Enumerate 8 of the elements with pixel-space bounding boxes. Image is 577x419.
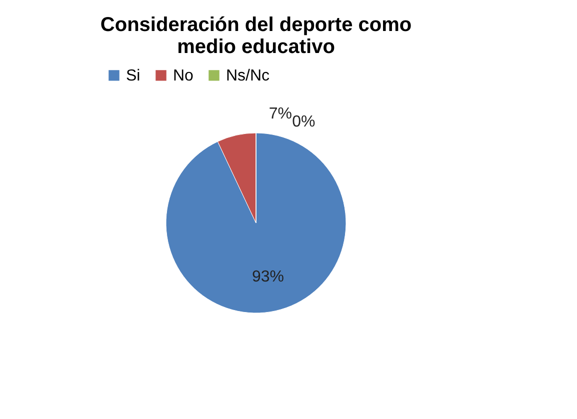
- legend-label: Ns/Nc: [226, 67, 270, 84]
- data-label: 7%: [268, 106, 292, 123]
- legend-label: No: [173, 67, 194, 84]
- data-label: 93%: [252, 268, 284, 286]
- pie-slice: [166, 132, 346, 314]
- text: 0%: [292, 114, 316, 131]
- chart-title: Consideración del deporte como medio educativo: [100, 14, 412, 58]
- legend-label: Si: [126, 67, 140, 84]
